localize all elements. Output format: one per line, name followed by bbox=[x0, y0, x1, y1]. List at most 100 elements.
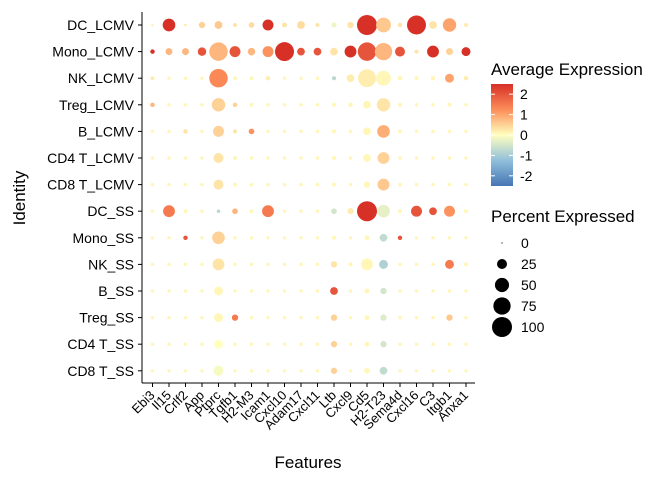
dot-CD8-T_SS-Tgfb1 bbox=[233, 369, 237, 373]
dot-Treg_SS-Cd5 bbox=[364, 315, 370, 321]
dot-Treg_LCMV-Crlf2 bbox=[183, 103, 188, 107]
dot-NK_SS-H2-T23 bbox=[379, 259, 388, 269]
dot-CD8-T_SS-Cxcl9 bbox=[348, 369, 353, 373]
dot-B_LCMV-Cxcl10 bbox=[282, 129, 287, 134]
dot-Mono_LCMV-Cxcl9 bbox=[344, 45, 357, 58]
dot-Treg_SS-App bbox=[200, 315, 204, 320]
dot-Treg_SS-Itgb1 bbox=[446, 314, 453, 321]
dot-DC_LCMV-Itgb1 bbox=[442, 18, 457, 32]
dot-CD4-T_SS-H2-M3 bbox=[249, 342, 254, 346]
color-tick-label: 0 bbox=[520, 127, 528, 143]
size-legend-dot bbox=[501, 242, 503, 244]
dot-Mono_LCMV-H2-M3 bbox=[247, 47, 256, 56]
size-legend: Percent Expressed 0 25 50 75 100 bbox=[491, 207, 635, 337]
dot-NK_SS-Ebi3 bbox=[150, 262, 155, 267]
dot-NK_LCMV-Anxa1 bbox=[463, 75, 469, 81]
size-legend-label: 50 bbox=[521, 277, 537, 293]
dot-B_LCMV-Ebi3 bbox=[150, 129, 155, 134]
dot-CD4-T_SS-Anxa1 bbox=[464, 342, 468, 346]
size-legend-dot bbox=[493, 297, 511, 315]
dot-CD8-T_LCMV-Cd5 bbox=[363, 181, 371, 188]
dot-NK_LCMV-Sema4d bbox=[397, 75, 403, 81]
dot-DC_SS-Adam17 bbox=[299, 209, 303, 213]
color-tick-label: 2 bbox=[520, 86, 528, 102]
dot-DC_LCMV-Adam17 bbox=[297, 21, 305, 29]
dot-DC_LCMV-C3 bbox=[429, 21, 437, 29]
dot-Treg_LCMV-Sema4d bbox=[398, 102, 402, 107]
dot-Mono_SS-App bbox=[200, 236, 204, 240]
dot-B_LCMV-Cxcl16 bbox=[414, 129, 419, 134]
dot-Mono_SS-C3 bbox=[431, 236, 435, 240]
dot-B_LCMV-Tgfb1 bbox=[233, 129, 237, 134]
dot-Mono_SS-Cxcl11 bbox=[315, 236, 320, 240]
dot-DC_SS-Anxa1 bbox=[464, 209, 468, 214]
dot-CD8-T_LCMV-H2-M3 bbox=[249, 182, 254, 187]
dot-Mono_SS-Icam1 bbox=[266, 236, 270, 240]
dot-Mono_LCMV-Cxcl16 bbox=[414, 49, 419, 54]
dot-NK_SS-Ptprc bbox=[212, 258, 225, 271]
dot-Mono_SS-Tgfb1 bbox=[233, 236, 237, 240]
dot-CD4-T_SS-Sema4d bbox=[398, 342, 402, 346]
dot-CD4-T_SS-Ptprc bbox=[214, 339, 223, 349]
dot-CD8-T_SS-Sema4d bbox=[398, 369, 402, 373]
color-tick-label: -2 bbox=[520, 168, 533, 184]
y-axis-title: Identity bbox=[10, 170, 29, 225]
dot-CD4-T_LCMV-Ptprc bbox=[213, 153, 224, 163]
dot-Treg_SS-Ebi3 bbox=[150, 315, 155, 320]
dot-DC_SS-C3 bbox=[429, 207, 437, 216]
dot-CD4-T_LCMV-Cxcl16 bbox=[414, 156, 419, 160]
dot-Treg_SS-C3 bbox=[431, 315, 435, 320]
dot-DC_LCMV-Cxcl9 bbox=[347, 21, 354, 29]
dot-CD4-T_SS-App bbox=[200, 342, 204, 346]
dot-DC_SS-Cxcl16 bbox=[411, 205, 422, 217]
dot-DC_LCMV-Tgfb1 bbox=[233, 23, 237, 27]
dot-Mono_LCMV-Anxa1 bbox=[461, 47, 471, 57]
dot-CD4-T_SS-Cd5 bbox=[364, 341, 370, 347]
plot-area bbox=[150, 15, 471, 376]
dot-B_LCMV-Itgb1 bbox=[447, 129, 452, 134]
dot-CD8-T_LCMV-Crlf2 bbox=[183, 182, 188, 187]
dot-DC_SS-Ptprc bbox=[216, 209, 221, 213]
dot-Treg_SS-Icam1 bbox=[266, 315, 270, 320]
dot-Mono_LCMV-Itgb1 bbox=[446, 48, 453, 56]
dot-CD4-T_LCMV-Icam1 bbox=[266, 156, 270, 160]
dot-CD4-T_SS-Tgfb1 bbox=[233, 342, 237, 346]
dot-CD8-T_SS-Icam1 bbox=[266, 369, 270, 373]
y-tick-label: B_LCMV bbox=[78, 123, 135, 139]
dot-B_LCMV-Icam1 bbox=[266, 129, 270, 134]
dot-Treg_LCMV-Cd5 bbox=[363, 100, 371, 109]
dot-B_LCMV-C3 bbox=[431, 129, 435, 134]
dot-NK_LCMV-Cd5 bbox=[358, 69, 376, 88]
y-tick-label: CD4 T_SS bbox=[67, 336, 134, 352]
dot-Mono_SS-Ptprc bbox=[212, 231, 225, 245]
dot-B_LCMV-H2-M3 bbox=[248, 128, 255, 135]
dot-Treg_LCMV-Cxcl11 bbox=[315, 103, 320, 107]
y-tick-label: CD8 T_LCMV bbox=[47, 177, 135, 193]
y-tick-label: CD4 T_LCMV bbox=[47, 150, 135, 166]
dot-CD8-T_SS-Cxcl11 bbox=[315, 369, 320, 373]
color-tick-label: -1 bbox=[520, 147, 533, 163]
dot-Mono_SS-Il15 bbox=[167, 236, 171, 240]
dot-Treg_SS-H2-M3 bbox=[249, 315, 254, 320]
dot-NK_SS-Cxcl16 bbox=[414, 262, 419, 267]
dot-B_LCMV-App bbox=[200, 129, 204, 134]
dot-Treg_SS-Cxcl10 bbox=[282, 315, 287, 320]
dot-CD4-T_LCMV-Anxa1 bbox=[464, 156, 468, 160]
dot-B_LCMV-H2-T23 bbox=[377, 125, 390, 138]
dot-NK_SS-Crlf2 bbox=[183, 262, 188, 267]
dot-CD4-T_LCMV-C3 bbox=[431, 156, 435, 160]
dot-DC_SS-H2-T23 bbox=[377, 204, 390, 218]
dot-B_SS-Cxcl9 bbox=[348, 289, 353, 293]
dot-CD8-T_SS-Ptprc bbox=[213, 365, 224, 376]
dot-Treg_SS-Adam17 bbox=[299, 315, 303, 320]
dot-CD8-T_SS-Cxcl10 bbox=[282, 369, 287, 373]
dot-NK_SS-Cd5 bbox=[361, 258, 373, 271]
y-tick-labels: DC_LCMV Mono_LCMV NK_LCMV Treg_LCMV B_LCMV CD… bbox=[47, 17, 142, 379]
size-legend-label: 100 bbox=[521, 319, 545, 335]
size-legend-label: 0 bbox=[521, 235, 529, 251]
dot-CD8-T_LCMV-Anxa1 bbox=[464, 182, 468, 187]
y-tick-label: DC_SS bbox=[87, 203, 134, 219]
dot-Treg_SS-Tgfb1 bbox=[231, 314, 239, 321]
dot-B_SS-Ltb bbox=[330, 287, 338, 295]
dot-Mono_LCMV-Ptprc bbox=[209, 42, 228, 61]
